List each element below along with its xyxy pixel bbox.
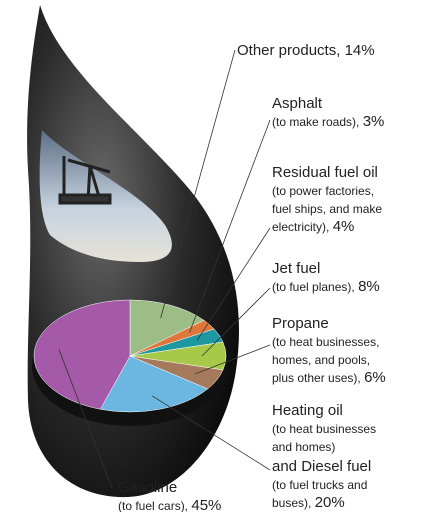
slice-label: Gasoline [118,479,177,496]
leader-line [152,395,271,471]
label-text: Jet fuel [272,260,320,277]
label-text: Other products, [237,42,340,59]
slice-label: (to fuel planes), 8% [272,278,380,295]
pumpjack [58,156,112,205]
label-text: Propane [272,315,329,332]
slice-label: plus other uses), 6% [272,369,386,386]
slice-label: buses), 20% [272,494,345,511]
label-text: (to fuel trucks and [272,478,367,492]
leader-line [201,287,271,357]
slice-label: (to fuel cars), 45% [118,497,221,512]
label-text: Asphalt [272,95,323,112]
pie-slice [99,355,209,413]
slice-label: homes, and pools, [272,353,370,367]
pie-slice [33,299,131,410]
label-text: Residual fuel oil [272,164,378,181]
slice-label: (to power factories, [272,184,374,198]
value-label: 14% [345,42,375,59]
slice-label: and homes) [272,440,335,454]
slice-label: (to make roads), 3% [272,113,384,130]
label-text: plus other uses), [272,371,361,385]
value-label: 6% [364,369,386,386]
slice-label: (to fuel trucks and [272,478,367,492]
leader-line [195,344,271,375]
leader-line [189,119,271,333]
label-text: (to make roads), [272,115,359,129]
leader-line [196,227,271,341]
value-label: 20% [315,494,345,511]
value-label: 8% [358,278,380,295]
slice-label: (to heat businesses, [272,335,379,349]
value-label: 4% [333,218,355,235]
slice-label: Jet fuel [272,260,320,277]
label-text: Gasoline [118,479,177,496]
label-text: and Diesel fuel [272,458,371,475]
label-text: (to power factories, [272,184,374,198]
leader-line [160,49,236,319]
slice-label: Residual fuel oil [272,164,378,181]
label-text: (to heat businesses, [272,335,379,349]
label-text: buses), [272,496,311,510]
label-text: (to fuel planes), [272,280,355,294]
label-text: fuel ships, and make [272,202,382,216]
label-text: homes, and pools, [272,353,370,367]
value-label: 45% [191,497,221,512]
label-text: electricity), [272,220,329,234]
slice-label: Other products, 14% [237,42,375,59]
leader-line [58,349,113,489]
label-text: (to fuel cars), [118,499,188,512]
slice-label: (to heat businesses [272,422,376,436]
slice-label: Heating oil [272,402,343,419]
slice-label: Propane [272,315,329,332]
slice-label: and Diesel fuel [272,458,371,475]
slice-label: electricity), 4% [272,218,354,235]
pie-slice [129,299,205,357]
label-text: (to heat businesses [272,422,376,436]
slice-label: Asphalt [272,95,323,112]
label-text: Heating oil [272,402,343,419]
value-label: 3% [363,113,385,130]
slice-label: fuel ships, and make [272,202,382,216]
label-text: and homes) [272,440,335,454]
